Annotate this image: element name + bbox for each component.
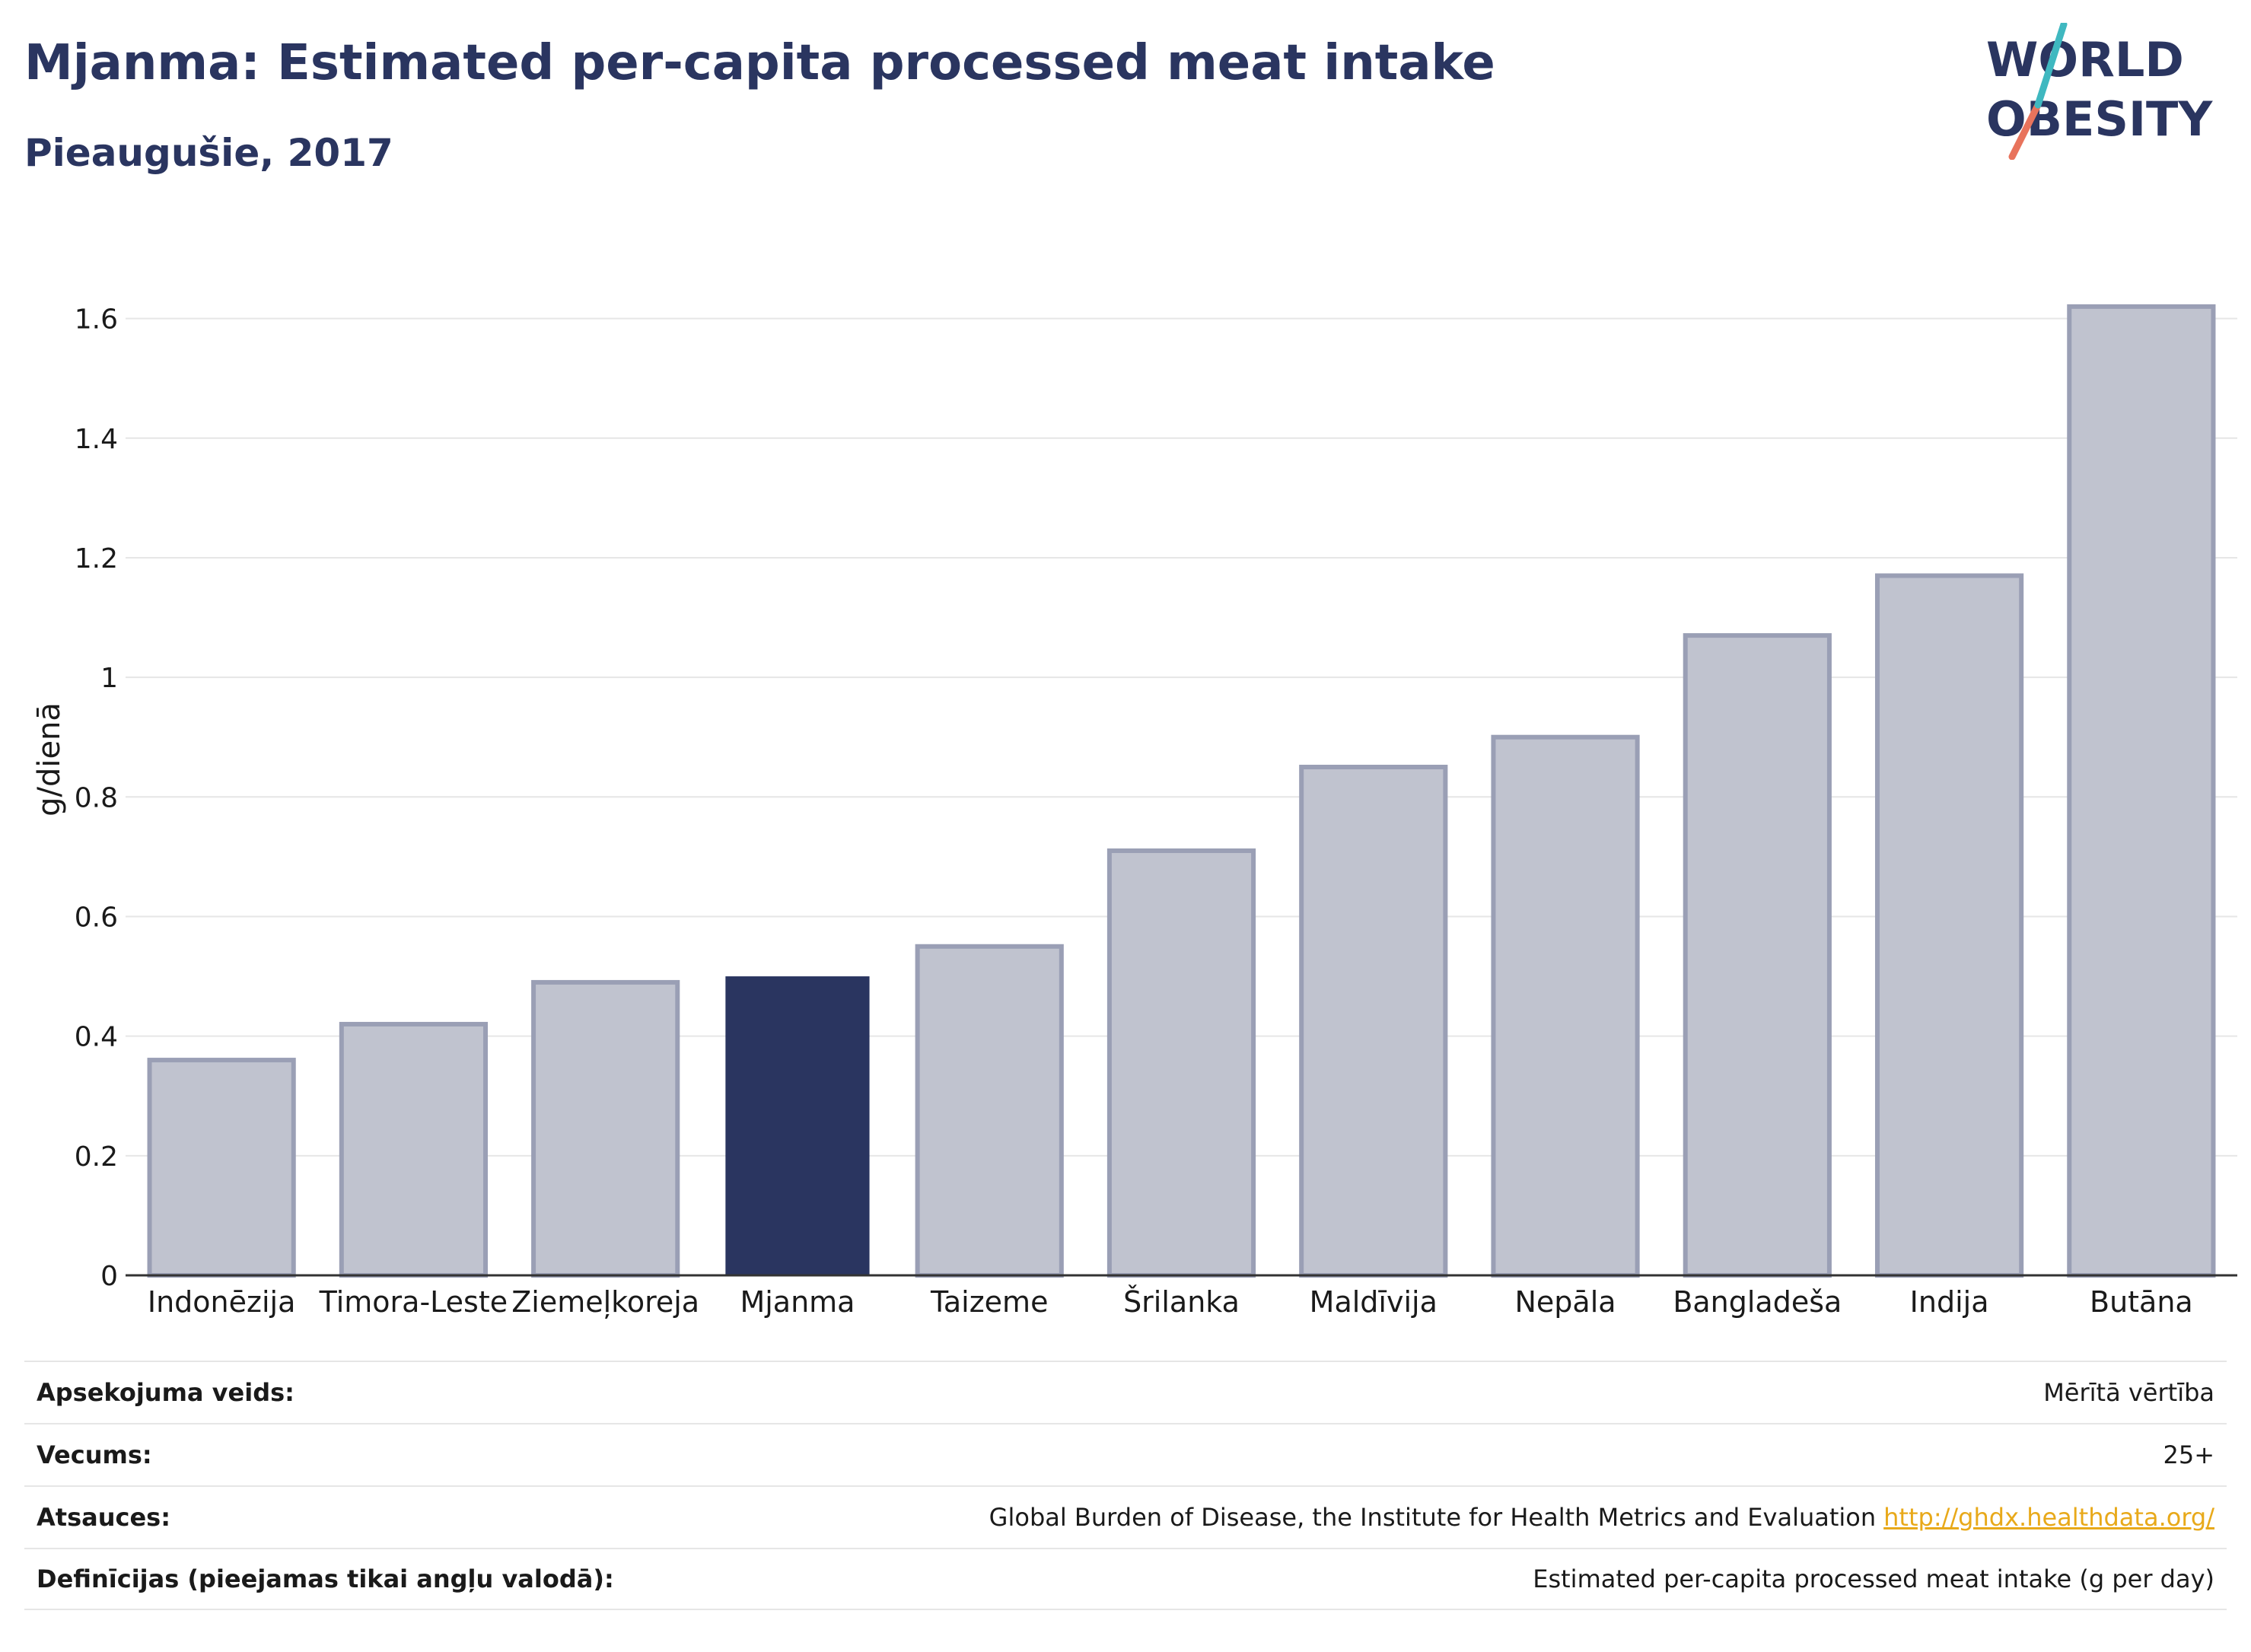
metadata-key: Definīcijas (pieejamas tikai angļu valod… [37,1564,614,1593]
x-tick-label: Mjanma [740,1285,855,1319]
world-obesity-logo: WORLD OBESITY [1986,23,2213,160]
x-tick-label: Bangladeša [1673,1285,1842,1319]
bar-Bangladeša [1683,633,1832,1278]
y-tick-label: 0.4 [75,1022,118,1053]
y-tick-label: 1.2 [75,543,118,575]
x-tick-label: Nepāla [1515,1285,1616,1319]
source-link[interactable]: http://ghdx.healthdata.org/ [1883,1503,2214,1532]
metadata-table: Apsekojuma veids: Mērītā vērtība Vecums: 25… [24,1361,2227,1610]
bar-Taizeme [915,944,1064,1278]
x-tick-label: Timora-Leste [319,1285,508,1319]
chart-subtitle: Pieaugušie, 2017 [24,131,393,175]
metadata-value: Global Burden of Disease, the Institute … [989,1503,2214,1532]
logo-line1: WORLD [1986,32,2184,88]
bar-Ziemeļkoreja [531,979,680,1278]
x-tick-labels: Indonēzija Timora-Leste Ziemeļkoreja Mjanma… [148,1285,2193,1319]
x-tick-label: Maldīvija [1310,1285,1438,1319]
metadata-key: Vecums: [37,1440,152,1469]
metadata-value-text: Mērītā vērtība [2043,1378,2214,1407]
x-tick-label: Šrilanka [1123,1285,1240,1319]
metadata-value: 25+ [2163,1440,2214,1469]
bar-Timora-Leste [339,1021,489,1278]
metadata-row: Atsauces: Global Burden of Disease, the I… [24,1485,2227,1548]
metadata-key: Atsauces: [37,1503,170,1532]
metadata-row: Definīcijas (pieejamas tikai angļu valod… [24,1548,2227,1610]
bar-Nepāla [1491,734,1640,1278]
metadata-row: Apsekojuma veids: Mērītā vērtība [24,1361,2227,1423]
bar-Mjanma [725,976,870,1275]
x-tick-label: Indonēzija [148,1285,295,1319]
y-tick-label: 1 [100,663,118,694]
x-tick-label: Butāna [2090,1285,2193,1319]
y-tick-labels: 0 0.2 0.4 0.6 0.8 1 1.2 1.4 1.6 [75,304,118,1292]
y-tick-label: 0 [100,1261,118,1292]
metadata-value: Estimated per-capita processed meat inta… [1533,1564,2214,1593]
y-axis-label: g/dienā [32,702,67,816]
metadata-key: Apsekojuma veids: [37,1378,295,1407]
bar-Maldīvija [1299,765,1448,1278]
y-tick-label: 0.6 [75,902,118,933]
bar-chart: 0 0.2 0.4 0.6 0.8 1 1.2 1.4 1.6 Indonēzija Timora… [32,304,2237,1319]
bar-Butāna [2067,304,2216,1278]
chart-title: Mjanma: Estimated per-capita processed m… [24,35,1495,91]
logo-slash-coral [2008,101,2042,160]
bar-Indija [1874,573,2024,1278]
x-tick-label: Taizeme [930,1285,1049,1319]
y-tick-label: 1.4 [75,424,118,455]
x-tick-label: Indija [1910,1285,1989,1319]
metadata-value: Mērītā vērtība [2043,1378,2214,1407]
metadata-value-text: Estimated per-capita processed meat inta… [1533,1564,2214,1593]
bar-Šrilanka [1106,848,1256,1278]
y-tick-label: 0.2 [75,1141,118,1173]
bars [147,304,2216,1278]
metadata-row: Vecums: 25+ [24,1423,2227,1485]
metadata-value-text: 25+ [2163,1440,2214,1469]
bar-Indonēzija [147,1058,296,1278]
metadata-value-text: Global Burden of Disease, the Institute … [989,1503,1877,1532]
y-tick-label: 1.6 [75,304,118,336]
logo-slash-teal [2034,23,2068,109]
y-tick-label: 0.8 [75,782,118,813]
x-tick-label: Ziemeļkoreja [511,1285,699,1319]
